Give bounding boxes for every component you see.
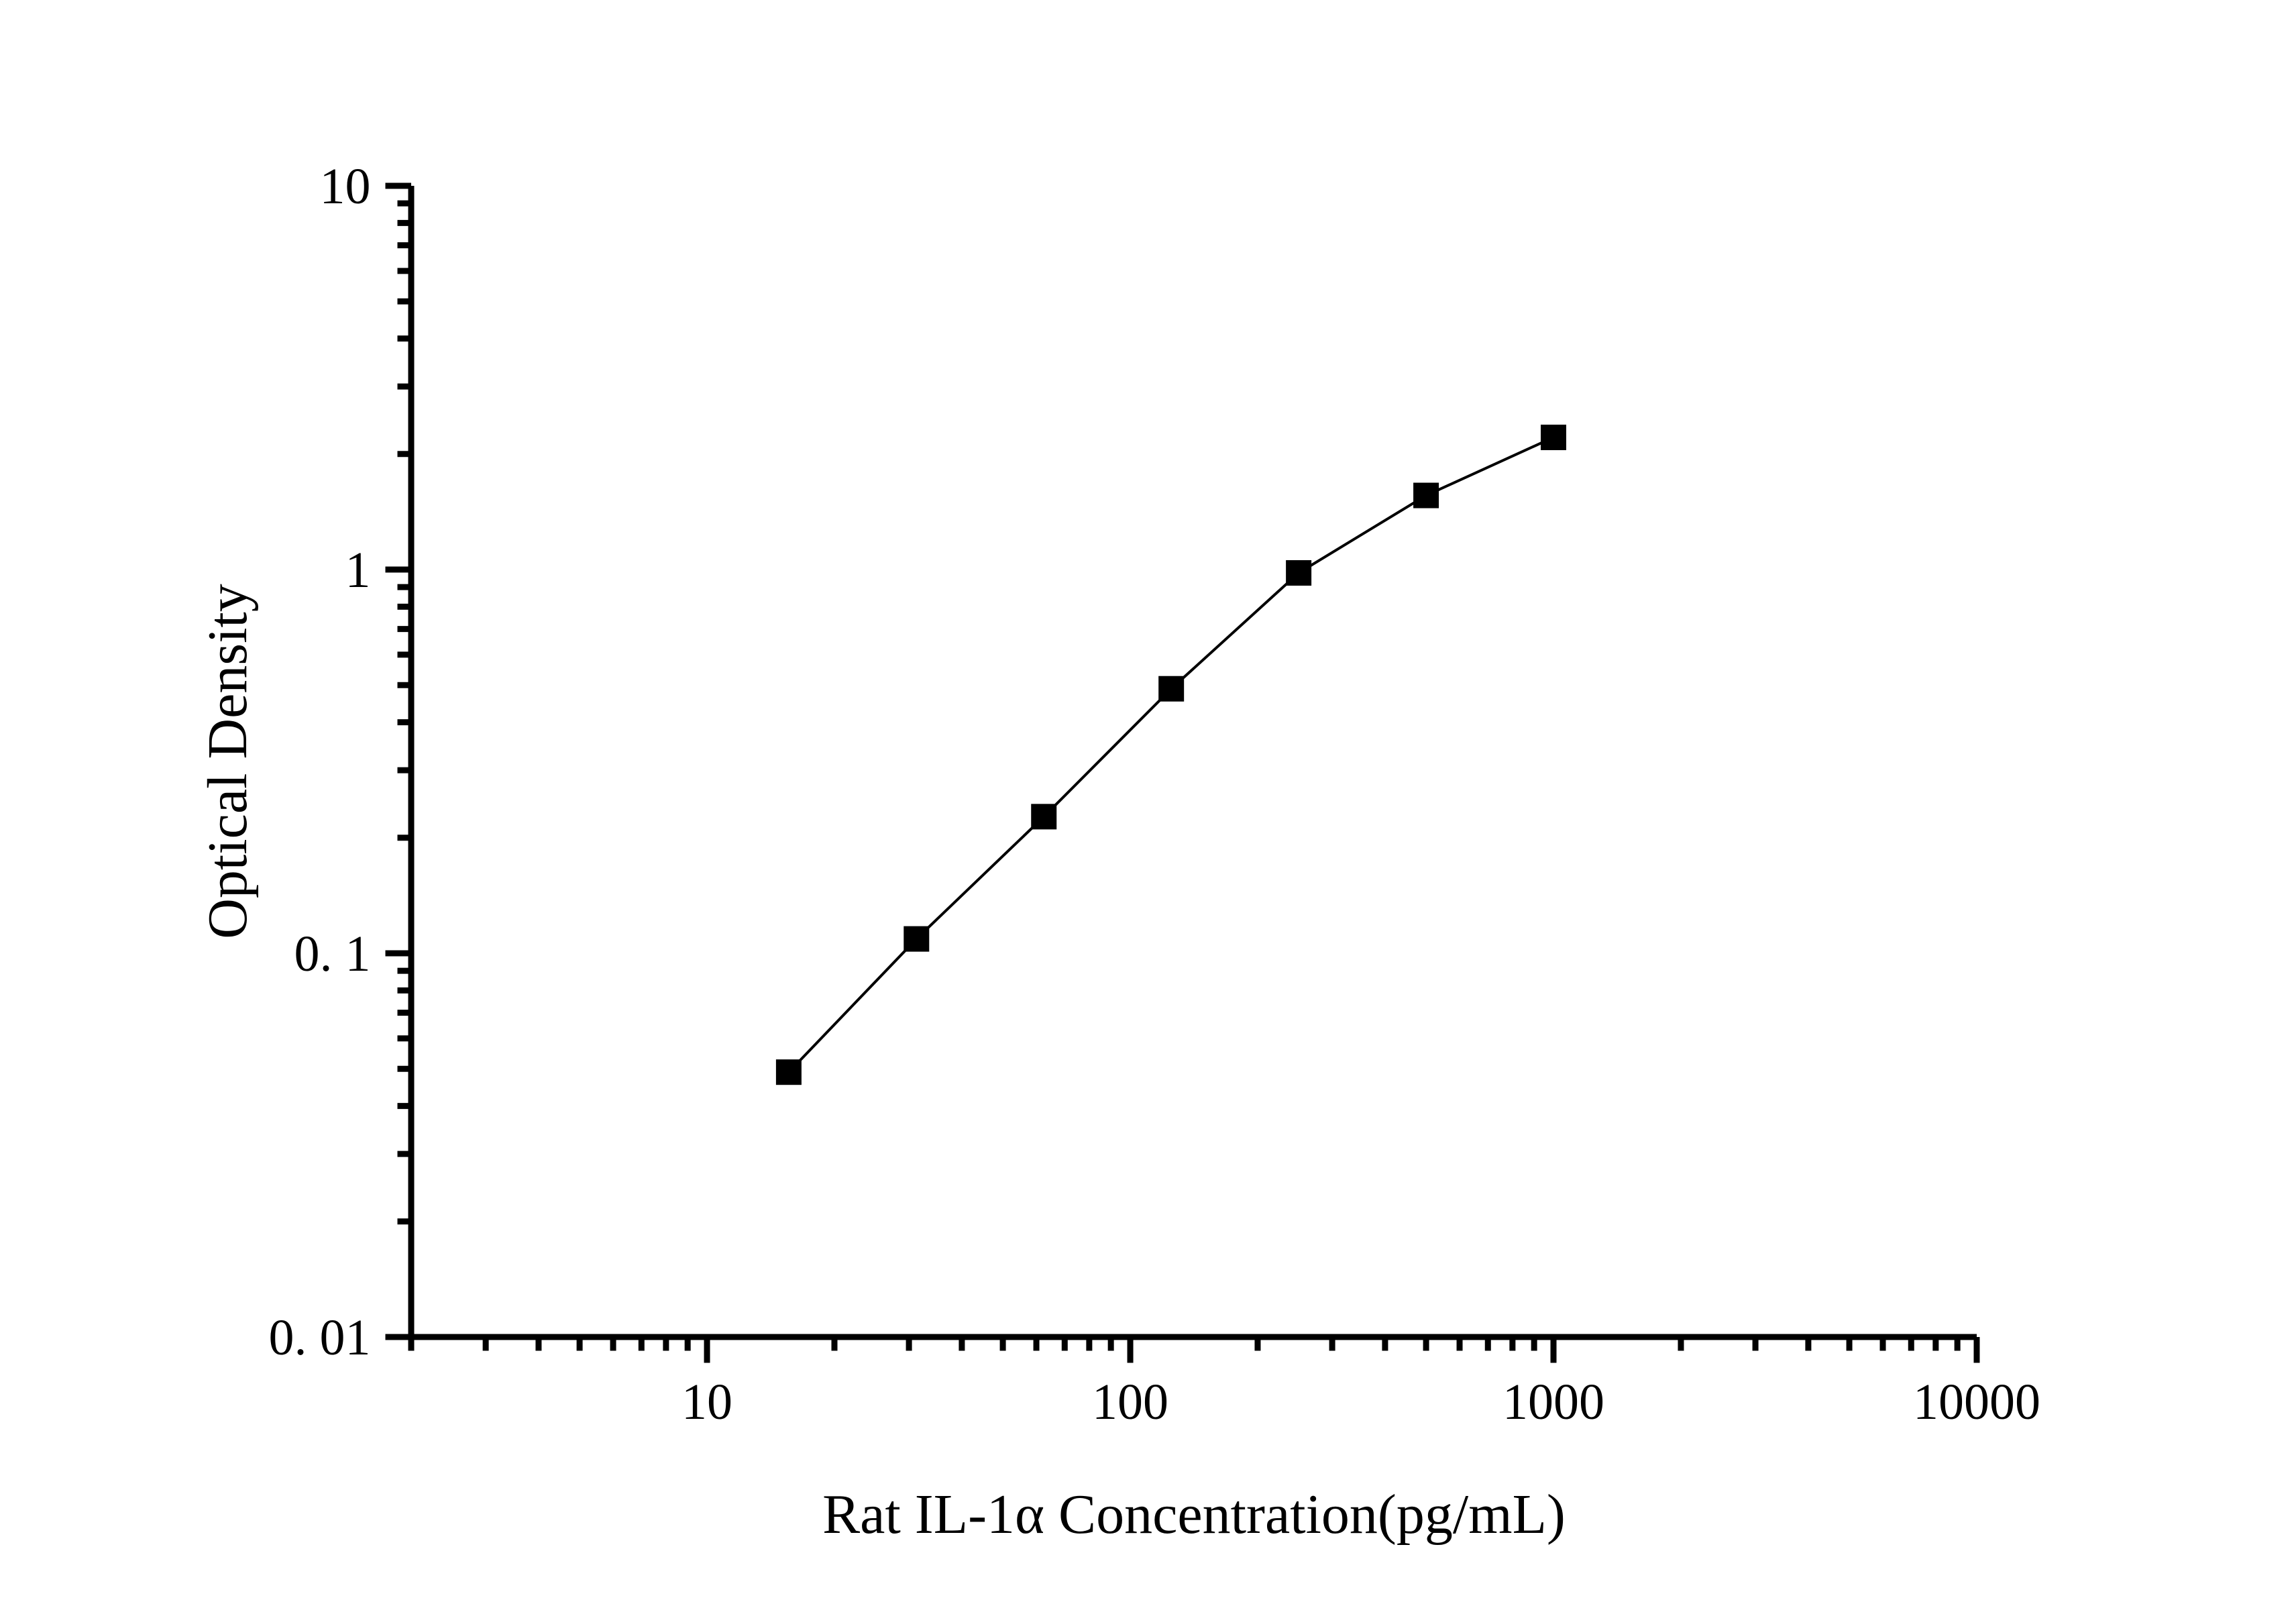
data-point-marker (904, 926, 930, 952)
y-tick-label: 0. 1 (294, 926, 371, 982)
y-tick-label: 1 (345, 542, 371, 598)
series-line (787, 436, 1554, 1073)
y-tick-label: 0. 01 (269, 1309, 371, 1366)
data-point-marker (1031, 804, 1057, 830)
data-point-marker (1541, 425, 1567, 451)
x-tick-label: 1000 (1502, 1374, 1604, 1430)
y-axis-title: Optical Density (197, 584, 259, 939)
x-axis-title: Rat IL-1α Concentration(pg/mL) (822, 1483, 1566, 1546)
y-tick-label: 10 (320, 158, 371, 215)
data-point-marker (775, 1059, 802, 1085)
data-point-marker (1158, 676, 1185, 702)
data-point-marker (1413, 482, 1439, 509)
data-point-marker (1286, 560, 1312, 586)
x-tick-label: 10000 (1913, 1374, 2040, 1430)
x-tick-label: 10 (681, 1374, 732, 1430)
x-tick-label: 100 (1092, 1374, 1168, 1430)
